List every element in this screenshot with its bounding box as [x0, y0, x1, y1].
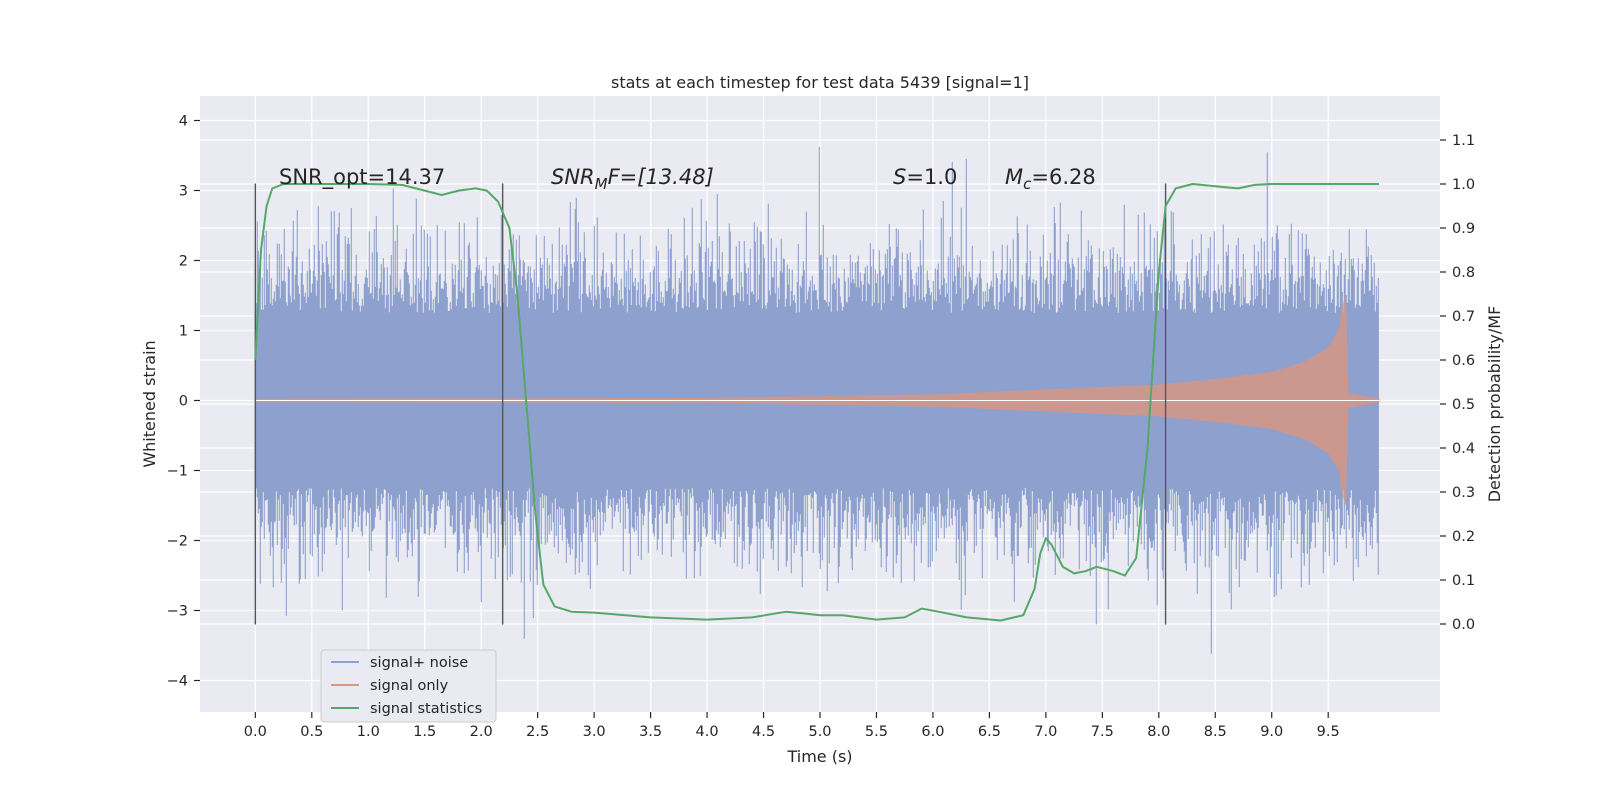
- snr-mf-sub: M: [595, 175, 608, 193]
- legend-label-signal-only: signal only: [370, 678, 449, 694]
- y-tick-label-right: 0.8: [1452, 265, 1475, 281]
- x-tick-label: 6.0: [921, 724, 944, 740]
- legend-label-signal-statistics: signal statistics: [370, 701, 482, 717]
- x-tick-label: 4.5: [752, 724, 775, 740]
- mc-rest: =6.28: [1031, 165, 1095, 189]
- y-tick-label-right: 0.2: [1452, 529, 1475, 545]
- x-tick-label: 2.0: [470, 724, 493, 740]
- y-tick-label-left: −2: [167, 534, 188, 550]
- y-tick-label-right: 0.7: [1452, 309, 1475, 325]
- y-tick-label-right: 0.0: [1452, 617, 1475, 633]
- y-tick-label-right: 0.6: [1452, 353, 1475, 369]
- x-axis-label: Time (s): [786, 747, 852, 766]
- x-tick-label: 9.5: [1317, 724, 1340, 740]
- chart-title: stats at each timestep for test data 543…: [611, 73, 1029, 92]
- legend-label-signal-noise: signal+ noise: [370, 655, 468, 671]
- series-signal-only: [254, 296, 1380, 505]
- s-main: S: [893, 165, 906, 189]
- y-axis-label-right: Detection probability/MF: [1485, 306, 1504, 503]
- x-tick-label: 8.0: [1147, 724, 1170, 740]
- x-tick-label: 1.5: [413, 724, 436, 740]
- y-tick-label-right: 0.5: [1452, 397, 1475, 413]
- x-tick-label: 9.0: [1260, 724, 1283, 740]
- x-tick-label: 3.5: [639, 724, 662, 740]
- y-tick-label-right: 1.0: [1452, 177, 1475, 193]
- legend: signal+ noise signal only signal statist…: [320, 649, 497, 723]
- x-tick-label: 0.5: [300, 724, 323, 740]
- y-tick-label-left: 4: [179, 114, 188, 130]
- s-rest: =1.0: [906, 165, 957, 189]
- y-tick-label-left: 0: [179, 394, 188, 410]
- x-tick-label: 2.5: [526, 724, 549, 740]
- axes: 0.0 0.5 1.0 1.5 2.0 2.5 3.0 3.5 4.0 4.5 5.0 5.5 6.0 6…: [167, 114, 1475, 741]
- annotation-mc: Mc=6.28: [1005, 165, 1096, 193]
- mc-sub: c: [1023, 175, 1032, 193]
- y-tick-label-right: 0.1: [1452, 573, 1475, 589]
- y-tick-label-left: 2: [179, 254, 188, 270]
- y-tick-label-left: 3: [179, 184, 188, 200]
- x-tick-label: 6.5: [978, 724, 1001, 740]
- x-tick-label: 1.0: [357, 724, 380, 740]
- mc-main: M: [1005, 165, 1023, 189]
- x-tick-label: 5.5: [865, 724, 888, 740]
- legend-box: [320, 649, 497, 723]
- y-tick-label-right: 1.1: [1452, 133, 1475, 149]
- y-tick-label-right: 0.3: [1452, 485, 1475, 501]
- statistics-line: [254, 183, 1379, 622]
- x-tick-label: 0.0: [244, 724, 267, 740]
- snr-mf-main: SNR: [551, 165, 595, 189]
- annotation-snr-opt: SNR_opt=14.37: [279, 165, 445, 190]
- y-tick-label-left: −3: [167, 604, 188, 620]
- snr-mf-rest-f: F=[13.48]: [608, 165, 714, 189]
- x-tick-label: 7.0: [1034, 724, 1057, 740]
- x-tick-label: 4.0: [696, 724, 719, 740]
- y-axis-label-left: Whitened strain: [140, 340, 159, 467]
- annotation-s: S=1.0: [893, 165, 957, 189]
- annotation-snr-mf: SNRMF=[13.48]: [551, 165, 714, 193]
- x-tick-label: 8.5: [1204, 724, 1227, 740]
- y-tick-label-right: 0.4: [1452, 441, 1475, 457]
- y-tick-label-left: −1: [167, 464, 188, 480]
- series-signal-statistics: [254, 183, 1379, 622]
- y-tick-label-left: −4: [167, 674, 188, 690]
- x-tick-label: 7.5: [1091, 724, 1114, 740]
- y-tick-label-left: 1: [179, 324, 188, 340]
- x-tick-label: 5.0: [808, 724, 831, 740]
- x-tick-label: 3.0: [583, 724, 606, 740]
- y-tick-label-right: 0.9: [1452, 221, 1475, 237]
- vertical-markers: [254, 183, 1167, 625]
